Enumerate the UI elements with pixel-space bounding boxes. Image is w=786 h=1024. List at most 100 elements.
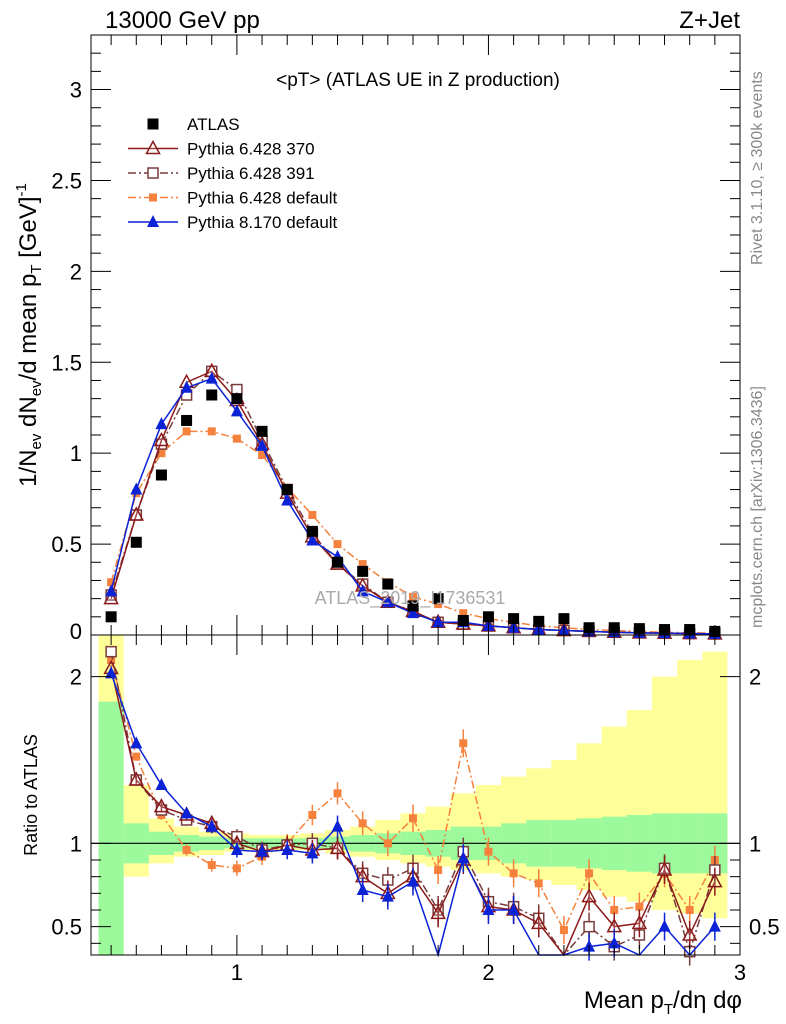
data-point [635, 902, 644, 911]
data-point [358, 819, 367, 828]
legend-entry: Pythia 8.170 default [128, 213, 338, 232]
syst-band-bin [626, 710, 652, 902]
data-point [207, 861, 216, 869]
data-point [681, 926, 698, 941]
legend-label: Pythia 6.428 default [187, 189, 338, 208]
ratio-y-tick-label-right: 1 [749, 831, 761, 856]
ratio-y-tick-label: 2 [70, 665, 82, 690]
data-point [558, 613, 570, 625]
data-point [153, 431, 170, 447]
data-point [459, 739, 468, 748]
legend-entry: Pythia 6.428 370 [128, 140, 315, 159]
x-tick-label: 3 [734, 960, 746, 985]
legend-label: Pythia 6.428 391 [187, 164, 315, 183]
data-point [147, 118, 159, 130]
data-point [583, 920, 595, 933]
data-point [559, 926, 568, 934]
legend: ATLAS Pythia 6.428 370 Pythia 6.428 391 Pyt… [128, 115, 338, 232]
data-point [105, 611, 117, 623]
data-point [281, 484, 293, 496]
data-point [656, 861, 673, 876]
data-point [281, 843, 294, 855]
data-point [457, 614, 469, 626]
data-point [631, 914, 648, 930]
ratio-ylabel: Ratio to ATLAS [21, 734, 41, 856]
data-point [105, 584, 118, 597]
rivet-version: Rivet 3.1.10, ≥ 300k events [749, 71, 766, 265]
header-energy: 13000 GeV pp [105, 7, 260, 34]
data-point [281, 493, 294, 506]
data-point [230, 404, 243, 417]
x-tick-label: 1 [231, 960, 243, 985]
data-point [306, 525, 318, 537]
data-point [534, 879, 543, 888]
data-point [685, 906, 694, 914]
ratio-series-3 [105, 666, 721, 961]
data-point [406, 606, 419, 619]
data-point [155, 469, 167, 481]
data-point [105, 645, 117, 658]
legend-entry: Pythia 6.428 391 [128, 164, 315, 183]
y-tick-label: 1.5 [51, 350, 82, 375]
y-tick-label: 0 [70, 619, 82, 644]
data-point [507, 903, 520, 915]
data-point [147, 215, 159, 227]
data-point [130, 482, 143, 495]
data-point [107, 578, 116, 587]
y-tick-label: 1 [70, 441, 82, 466]
data-point [182, 846, 191, 854]
data-point [610, 906, 619, 914]
main-ylabel: 1/Nev dNev/d mean pT [GeV]-1 [13, 183, 45, 487]
data-point [357, 565, 369, 577]
data-point [147, 167, 159, 179]
data-point [205, 819, 218, 832]
main-panel: ATLAS_2019_I1736531 <pT> (ATLAS UE in Z … [13, 34, 741, 644]
data-point [153, 798, 170, 813]
data-point [232, 434, 241, 443]
data-point [381, 595, 394, 608]
data-point [381, 889, 394, 902]
data-point [608, 936, 621, 949]
data-point [207, 427, 216, 436]
data-point [432, 615, 445, 628]
header-process: Z+Jet [679, 7, 740, 34]
data-point [484, 847, 493, 856]
y-tick-label: 2.5 [51, 168, 82, 193]
data-point [256, 844, 269, 857]
data-point [708, 919, 721, 932]
data-point [256, 425, 268, 437]
stat-band-bin [98, 701, 124, 955]
data-point [258, 451, 267, 459]
ratio-panel: 1 2 30.5 0.51 12 2 Ratio to ATLAS [21, 634, 780, 985]
data-point [155, 417, 168, 430]
legend-label: Pythia 8.170 default [187, 213, 338, 232]
legend-label: Pythia 6.428 370 [187, 140, 315, 159]
data-point [533, 615, 545, 627]
data-point [157, 449, 166, 458]
ratio-y-tick-label: 1 [70, 831, 82, 856]
data-point [155, 778, 168, 790]
data-point [308, 811, 317, 819]
data-point [459, 609, 468, 618]
data-point [356, 584, 369, 597]
data-point [707, 873, 723, 888]
data-point [508, 613, 520, 625]
data-point [149, 193, 157, 202]
data-point [383, 839, 392, 848]
data-point [482, 903, 495, 915]
data-point [232, 864, 241, 873]
mcplots-ref: mcplots.cern.ch [arXiv:1306.3436] [749, 386, 766, 628]
x-axis-label: Mean pT/dη dφ [584, 987, 742, 1018]
ratio-y-tick-label-right: 2 [749, 665, 761, 690]
data-point [180, 380, 193, 393]
data-point [356, 883, 369, 895]
y-tick-label: 2 [70, 259, 82, 284]
data-point [182, 427, 191, 436]
ratio-frame [90, 634, 741, 956]
data-point [105, 666, 118, 679]
data-point [230, 843, 243, 855]
plot-title: <pT> (ATLAS UE in Z production) [276, 70, 560, 91]
data-point [130, 536, 142, 548]
data-point [256, 438, 269, 451]
ratio-y-tick-label: 0.5 [51, 915, 82, 940]
